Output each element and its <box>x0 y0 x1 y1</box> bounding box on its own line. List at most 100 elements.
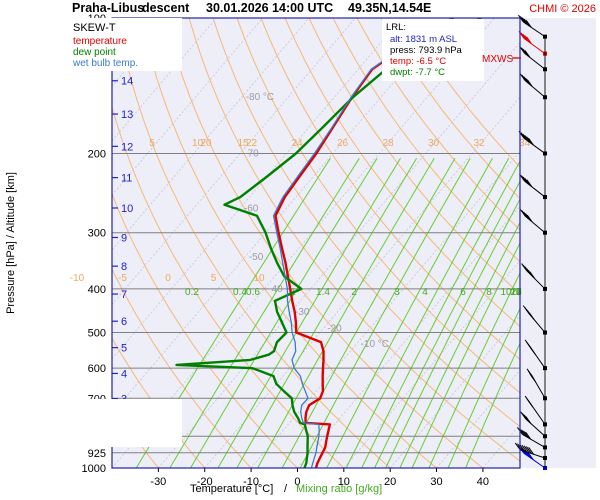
wind-barb-flag <box>526 36 532 45</box>
mixing-ratio-line <box>169 158 360 468</box>
wind-barb-flag <box>524 178 531 186</box>
isotherm-label: -40 <box>268 284 283 295</box>
isotherm-line <box>111 17 495 469</box>
wind-barb-flag <box>527 399 534 408</box>
legend-item-temperature: temperature <box>73 36 127 47</box>
y-axis-title: Pressure [hPa] / Altitude [km] <box>5 172 17 314</box>
wind-barb-flag <box>518 14 524 23</box>
sounding-table <box>66 399 182 447</box>
isotherm-line <box>297 205 521 469</box>
mixing-ratio-line <box>411 241 520 468</box>
altitude-tick-label: 9 <box>121 232 127 244</box>
wind-barb-flag <box>528 446 535 455</box>
mixing-ratio-label: 10 <box>500 287 512 298</box>
wind-barb-flag <box>521 210 528 218</box>
isotherm-line <box>204 96 521 469</box>
mixing-ratio-line <box>326 158 493 468</box>
mixing-ratio-label: 2 <box>351 287 357 298</box>
dry-adiabat-line <box>236 18 520 394</box>
mixing-ratio-line <box>345 158 510 468</box>
dry-adiabat-line <box>404 18 520 168</box>
mixing-ratio-label: 4 <box>422 287 428 298</box>
wind-barb-flag <box>523 18 530 27</box>
wind-barb-flag <box>523 414 530 423</box>
dry-adiabat-label: -5 <box>118 273 127 284</box>
x-axis-title-separator: / <box>284 483 288 495</box>
wind-barb-flag <box>523 76 530 84</box>
wind-barb-flag <box>526 179 533 188</box>
wind-barb-flag <box>520 32 527 41</box>
header-mode: descent <box>142 1 190 15</box>
mixing-ratio-line <box>399 221 520 468</box>
lrl-background <box>382 19 484 81</box>
mixing-ratio-label: 8 <box>486 287 492 298</box>
altitude-tick-label: 14 <box>121 76 133 88</box>
wind-barb-flag <box>525 446 532 454</box>
wind-barb-flag <box>522 48 529 57</box>
temperature-tick-label: 30 <box>430 476 442 488</box>
mixing-ratio-label: 0.4 <box>233 287 247 298</box>
wind-barb-flag <box>529 271 536 280</box>
temperature-tick-label: -30 <box>150 476 166 488</box>
pressure-tick-label: 500 <box>88 328 106 340</box>
wind-barb-flag <box>519 16 526 24</box>
mixing-ratio-line <box>465 342 520 468</box>
mixing-ratio-label: 1.4 <box>316 287 330 298</box>
legend: SKEW-T temperature dew point wet bulb te… <box>66 18 182 71</box>
dry-adiabat-label: 28 <box>382 138 394 149</box>
mixing-ratio-line <box>299 158 471 468</box>
wind-barb-flag <box>525 431 531 440</box>
mixing-ratio-label: 6 <box>460 287 466 298</box>
wind-barb-flag <box>523 211 530 220</box>
dry-adiabat-label: 10 <box>253 273 265 284</box>
dry-adiabat-line <box>356 18 520 231</box>
lrl-dewpoint: dwpt: -7.7 °C <box>390 67 445 78</box>
plot-frame <box>111 17 521 469</box>
mixing-ratio-label: 17 <box>510 287 522 298</box>
altitude-tick-label: 8 <box>121 261 127 273</box>
temperature-tick-label: -10 <box>243 476 259 488</box>
isotherm-line <box>158 42 521 469</box>
wind-barb-flag <box>521 444 528 453</box>
dry-adiabat-label: 24 <box>291 138 303 149</box>
header-coords: 49.35N,14.54E <box>348 1 431 15</box>
altitude-tick-label: 11 <box>121 173 132 185</box>
mixing-ratio-line <box>281 158 456 468</box>
wind-barb-flag <box>520 175 527 183</box>
wind-barb-flag <box>522 33 529 42</box>
isotherm-line <box>436 369 521 469</box>
isotherm-line <box>111 17 310 251</box>
mixing-ratio-label: 20 <box>510 287 522 298</box>
mxws-label: MXWS <box>482 54 513 65</box>
isotherm-line <box>343 260 521 469</box>
dry-adiabat-label: 22 <box>246 138 258 149</box>
mixing-ratio-line <box>361 160 520 468</box>
isotherm-label: -60 <box>244 203 259 214</box>
mixing-ratio-label: 0.2 <box>185 287 199 298</box>
wind-barb-flag <box>525 416 532 424</box>
wind-barb-flag <box>524 35 531 43</box>
legend-background <box>66 18 182 71</box>
lrl-altitude: alt: 1831 m ASL <box>390 34 457 45</box>
mixing-ratio-line <box>217 158 401 468</box>
pressure-tick-label: 300 <box>88 228 106 240</box>
wind-barb-flag <box>522 413 528 421</box>
legend-item-dewpoint: dew point <box>73 47 116 58</box>
temperature-tick-label: 40 <box>477 476 489 488</box>
plot-area <box>112 18 596 468</box>
mixing-ratio-line <box>385 198 520 468</box>
isotherm-label: -10 °C <box>361 339 389 350</box>
wind-barb-flag <box>521 429 527 438</box>
dry-adiabat-label: 15 <box>237 138 249 149</box>
temperature-tick-label: 20 <box>384 476 396 488</box>
dry-adiabat-label: -10 <box>70 273 85 284</box>
x-axis-title-temperature: Temperature [°C] <box>190 483 273 495</box>
header-station: Praha-Libus <box>72 1 144 15</box>
wind-barb-flag <box>524 50 531 58</box>
mixing-ratio-label: 14 <box>510 287 522 298</box>
pressure-tick-label: 400 <box>88 284 106 296</box>
temperature-tick-label: -20 <box>197 476 213 488</box>
temperature-tick-label: 0 <box>294 476 300 488</box>
isotherm-line <box>111 17 356 305</box>
